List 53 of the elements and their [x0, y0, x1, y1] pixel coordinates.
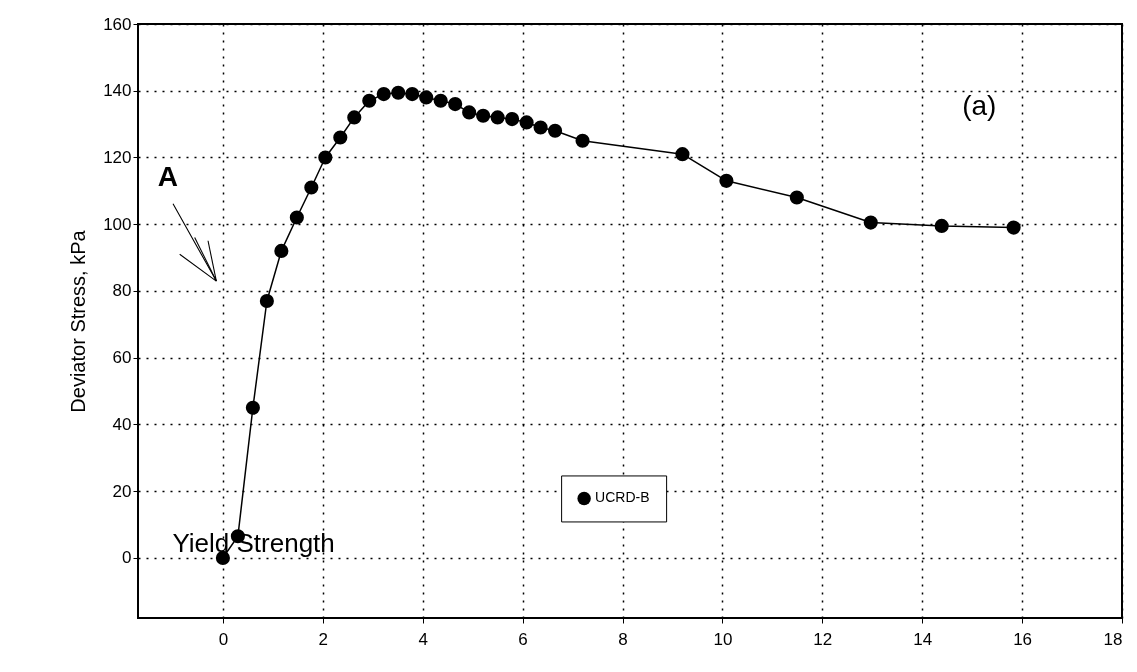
- annotation: Yield Strength: [172, 527, 335, 558]
- point: [376, 87, 391, 102]
- point: [362, 93, 377, 108]
- point: [490, 110, 505, 125]
- y-tick-label: 0: [122, 548, 132, 568]
- point: [419, 90, 434, 105]
- x-tick-label: 16: [1013, 629, 1033, 649]
- x-tick-label: 4: [418, 629, 428, 649]
- point: [505, 112, 520, 127]
- x-tick-label: 6: [518, 629, 528, 649]
- y-tick-label: 120: [103, 147, 132, 167]
- point: [433, 93, 448, 108]
- point: [333, 130, 348, 145]
- point: [391, 85, 406, 100]
- point: [575, 133, 590, 148]
- point: [476, 108, 491, 123]
- point: [519, 115, 534, 130]
- point: [448, 97, 463, 112]
- x-tick-label: 10: [713, 629, 733, 649]
- point: [675, 147, 690, 162]
- point: [405, 87, 420, 102]
- annotation: (a): [962, 90, 997, 122]
- point: [259, 293, 274, 309]
- annotation: A: [157, 161, 178, 193]
- x-tick-label: 2: [318, 629, 329, 649]
- y-tick-label: 60: [112, 348, 132, 368]
- point: [548, 123, 563, 138]
- point: [347, 110, 362, 125]
- point: [318, 150, 333, 165]
- y-tick-label: 160: [103, 14, 132, 34]
- point: [245, 400, 260, 415]
- y-tick-label: 20: [112, 481, 132, 501]
- point: [1006, 220, 1021, 235]
- point: [462, 105, 477, 120]
- y-tick-label: 100: [103, 214, 132, 234]
- y-tick-label: 40: [112, 414, 132, 434]
- x-tick-label: 18: [1103, 629, 1123, 649]
- point: [863, 215, 878, 230]
- y-tick-label: 80: [112, 281, 132, 301]
- x-tick-label: 12: [813, 629, 833, 649]
- y-tick-label: 140: [103, 81, 132, 101]
- legend-label: UCRD-B: [595, 489, 650, 506]
- point: [789, 190, 804, 205]
- x-tick-label: 14: [913, 629, 933, 649]
- point: [934, 218, 949, 233]
- point: [274, 243, 289, 258]
- point: [289, 210, 304, 225]
- point: [533, 120, 548, 135]
- x-tick-label: 0: [218, 629, 229, 649]
- point: [304, 180, 319, 195]
- x-tick-label: 8: [618, 629, 628, 649]
- y-axis-title: Deviator Stress, kPa: [67, 229, 90, 413]
- point: [719, 173, 734, 188]
